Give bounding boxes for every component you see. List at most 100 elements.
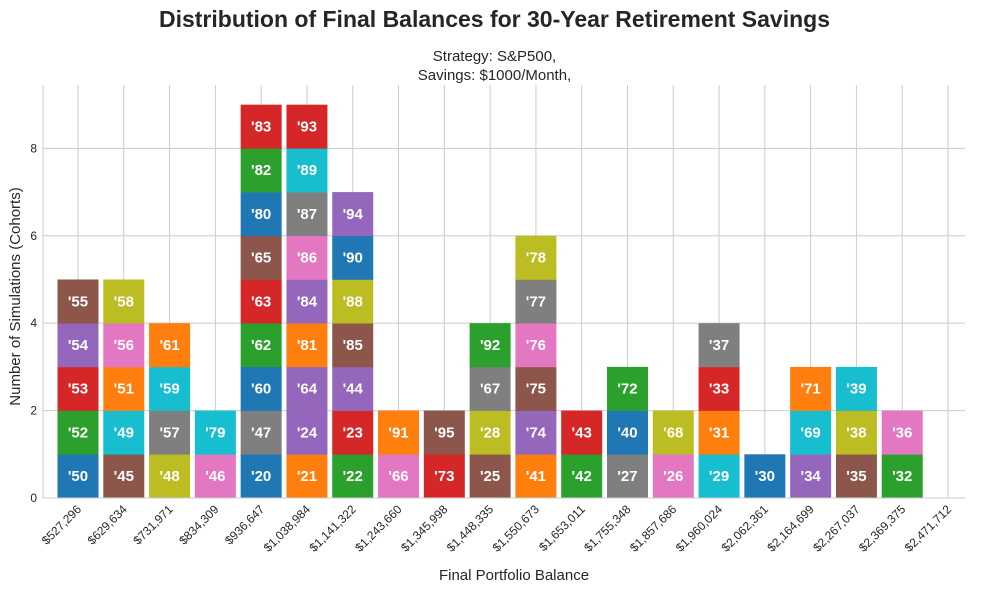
bar-cell (149, 454, 191, 499)
bar-cell (240, 454, 282, 499)
bar-cell-label: '80 (251, 206, 271, 223)
y-tick-label: 4 (30, 316, 37, 330)
bar-cell (515, 366, 557, 411)
bar-cell-label: '54 (68, 337, 89, 354)
bar-cell-label: '84 (297, 293, 318, 310)
bar-cell (332, 192, 374, 237)
bar-cell-label: '91 (388, 424, 408, 441)
bar-cell (606, 366, 648, 411)
bar-cell-label: '23 (343, 424, 363, 441)
bar-cell (561, 454, 603, 499)
bar-cell-label: '44 (343, 381, 364, 398)
bar-cell (286, 192, 328, 237)
bar-cell-label: '77 (526, 293, 546, 310)
bar-cell (240, 410, 282, 455)
bar-cell (332, 366, 374, 411)
bar-cell-label: '22 (343, 468, 363, 485)
bar-cell-label: '27 (617, 468, 637, 485)
bar-cell-label: '41 (526, 468, 546, 485)
bar-cell-label: '82 (251, 162, 271, 179)
bar-cell-label: '83 (251, 119, 271, 136)
bar-cell (57, 366, 99, 411)
bar-cell (286, 410, 328, 455)
bar-cell (286, 235, 328, 280)
bar-cell-label: '32 (892, 468, 912, 485)
bar-cell-label: '21 (297, 468, 317, 485)
bar-cell (790, 454, 832, 499)
bar-cell-label: '30 (755, 468, 775, 485)
x-tick-label: $1,141,322 (306, 502, 359, 555)
bar-cell-label: '48 (159, 468, 179, 485)
bar-cell (469, 454, 511, 499)
bar-cell (240, 104, 282, 149)
bar-cell (149, 366, 191, 411)
bar-cell-label: '81 (297, 337, 317, 354)
bar-cell (652, 410, 694, 455)
bar-cell-label: '87 (297, 206, 317, 223)
bar-cell (194, 454, 236, 499)
bar-cell-label: '36 (892, 424, 912, 441)
bar-cell (515, 279, 557, 324)
x-tick-label: $527,296 (39, 502, 85, 548)
bar-cell (194, 410, 236, 455)
bar-cell (881, 454, 923, 499)
bar-cell-label: '49 (114, 424, 134, 441)
bar-cell-label: '61 (159, 337, 179, 354)
bar-cell (103, 279, 145, 324)
bar-cell (240, 366, 282, 411)
bar-cell (606, 410, 648, 455)
bar-cell (286, 454, 328, 499)
bar-cell-label: '39 (846, 381, 866, 398)
bar-cell-label: '55 (68, 293, 88, 310)
bar-cell-label: '73 (434, 468, 454, 485)
bar-cell-label: '72 (617, 381, 637, 398)
chart-subtitle-strategy: Strategy: S&P500, (432, 48, 557, 65)
bar-cell-label: '25 (480, 468, 500, 485)
bar-cell (103, 366, 145, 411)
y-tick-label: 8 (30, 141, 37, 155)
x-tick-label: $2,471,712 (902, 502, 955, 555)
bar-cell (423, 410, 465, 455)
bar-cell (332, 279, 374, 324)
bar-cell-label: '24 (297, 424, 318, 441)
bar-cell (286, 366, 328, 411)
bar-cell (378, 454, 420, 499)
bar-cell-label: '40 (617, 424, 637, 441)
bar-cell-label: '86 (297, 250, 317, 267)
bar-cell-label: '89 (297, 162, 317, 179)
bar-cell-label: '31 (709, 424, 729, 441)
bar-cell-label: '38 (846, 424, 866, 441)
bar-cell (515, 235, 557, 280)
bar-cell-label: '64 (297, 381, 318, 398)
bar-cell (561, 410, 603, 455)
x-tick-label: $731,971 (130, 502, 176, 548)
bar-cell-label: '51 (114, 381, 134, 398)
bar-cell (103, 410, 145, 455)
bar-cell (57, 454, 99, 499)
x-tick-label: $2,164,699 (764, 502, 817, 555)
bar-cell (240, 148, 282, 193)
bar-cell-label: '75 (526, 381, 546, 398)
bar-cell-label: '88 (343, 293, 363, 310)
y-tick-label: 0 (30, 491, 37, 505)
bar-cell-label: '71 (801, 381, 821, 398)
bar-cell (744, 454, 786, 499)
bar-cell (698, 323, 740, 368)
bar-cell (378, 410, 420, 455)
x-tick-label: $2,062,361 (719, 502, 772, 555)
x-tick-label: $1,345,998 (398, 502, 451, 555)
bar-cell (57, 323, 99, 368)
bar-cell-label: '85 (343, 337, 363, 354)
x-tick-label: $1,550,673 (490, 502, 543, 555)
bar-cell-label: '28 (480, 424, 500, 441)
bar-cell-label: '79 (205, 424, 225, 441)
bar-cell-label: '63 (251, 293, 271, 310)
bar-cell (515, 410, 557, 455)
bar-cell-label: '33 (709, 381, 729, 398)
bar-cell-label: '58 (114, 293, 134, 310)
bar-cell (103, 454, 145, 499)
bar-cell (240, 323, 282, 368)
bar-cell-label: '52 (68, 424, 88, 441)
